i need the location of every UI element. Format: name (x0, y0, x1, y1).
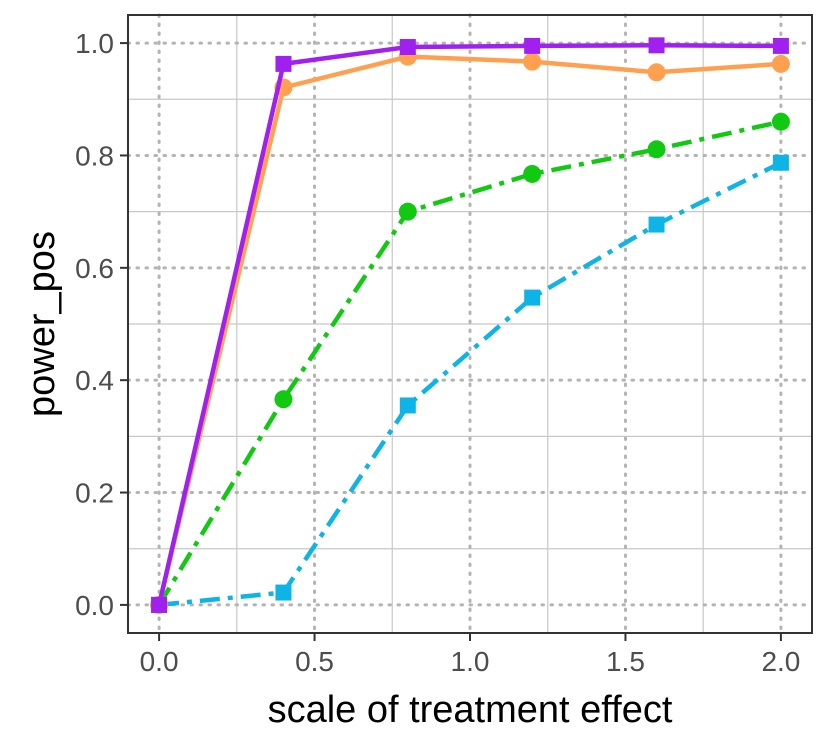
x-tick-label: 1.5 (606, 646, 645, 677)
x-tick-labels: 0.0 0.5 1.0 1.5 2.0 (140, 646, 801, 677)
point-orange-circles (647, 63, 666, 82)
point-green-circles (523, 164, 542, 183)
point-cyan-squares (772, 154, 789, 171)
series-layer (150, 37, 790, 614)
point-purple-squares (151, 596, 168, 613)
point-cyan-squares (399, 397, 416, 414)
axis-ticks (120, 42, 782, 641)
y-tick-labels: 0.0 0.2 0.4 0.6 0.8 1.0 (75, 28, 114, 621)
point-green-circles (274, 390, 293, 409)
point-purple-squares (399, 39, 416, 56)
series-line-green-circles (157, 119, 782, 607)
point-cyan-squares (275, 584, 292, 601)
y-tick-label: 0.4 (75, 365, 114, 396)
y-axis-title: power_pos (21, 231, 63, 417)
point-purple-squares (275, 55, 292, 72)
point-green-circles (771, 112, 790, 131)
major-grid (126, 13, 814, 635)
x-tick-label: 0.0 (140, 646, 179, 677)
point-cyan-squares (524, 289, 541, 306)
x-tick-label: 1.0 (451, 646, 490, 677)
point-green-circles (398, 202, 417, 221)
point-orange-circles (523, 52, 542, 71)
point-green-circles (647, 140, 666, 159)
series-line-orange-circles (156, 54, 782, 606)
x-tick-label: 0.5 (295, 646, 334, 677)
point-purple-squares (524, 37, 541, 54)
x-axis-title: scale of treatment effect (268, 689, 673, 731)
series-line-purple-squares (156, 43, 781, 606)
point-purple-squares (772, 37, 789, 54)
x-tick-label: 2.0 (761, 646, 800, 677)
y-tick-label: 1.0 (75, 28, 114, 59)
y-tick-label: 0.0 (75, 590, 114, 621)
y-tick-label: 0.6 (75, 253, 114, 284)
point-purple-squares (648, 37, 665, 54)
y-tick-label: 0.8 (75, 140, 114, 171)
point-cyan-squares (648, 216, 665, 233)
y-tick-label: 0.2 (75, 478, 114, 509)
point-orange-circles (771, 54, 790, 73)
